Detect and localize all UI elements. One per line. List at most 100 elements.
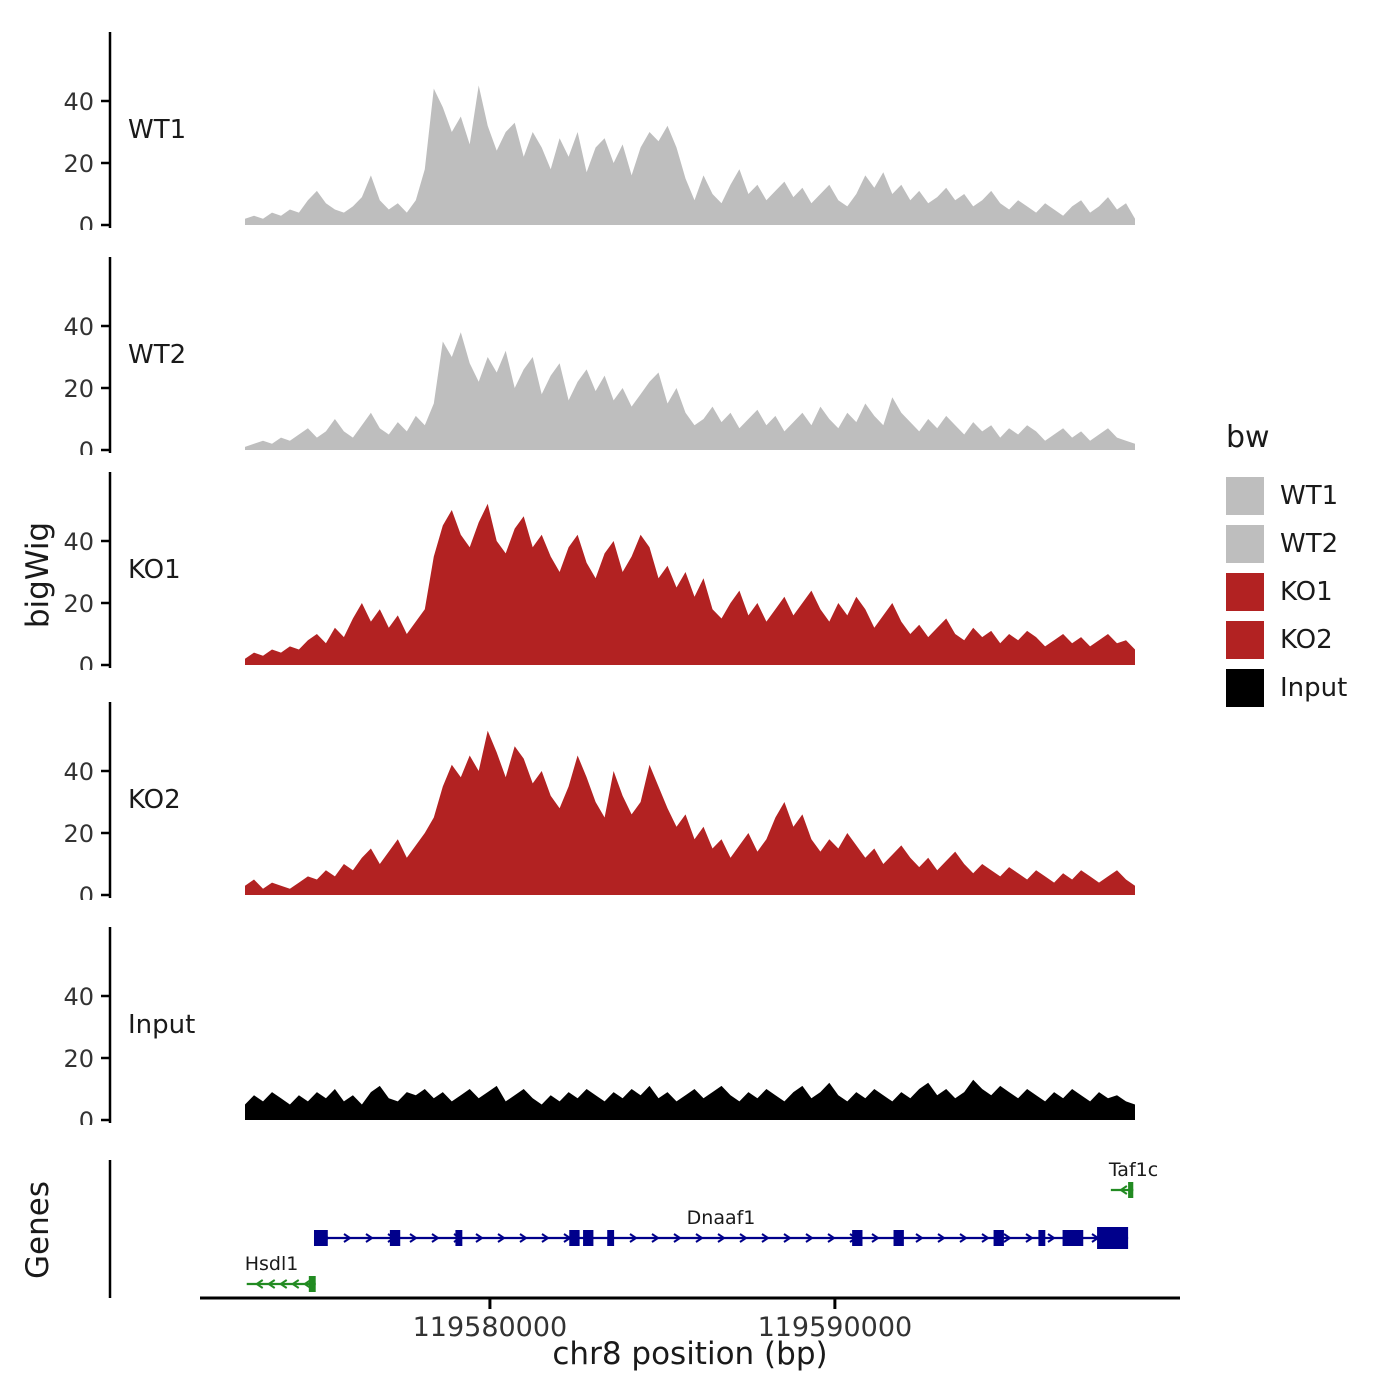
legend-label: WT1 — [1280, 481, 1339, 511]
y-tick-label: 0 — [79, 882, 94, 900]
strand-arrow-icon — [266, 1279, 276, 1289]
y-tick-label: 20 — [63, 590, 94, 618]
x-axis-svg: 119580000 119590000 — [200, 1296, 1180, 1343]
legend-title: bw — [1226, 420, 1270, 455]
gene-label: Taf1c — [1108, 1159, 1158, 1181]
coverage-area-Input — [245, 1079, 1135, 1120]
legend-swatch — [1226, 669, 1264, 707]
coverage-area-KO1 — [245, 503, 1135, 665]
track-label: Input — [128, 1010, 195, 1040]
y-tick-label: 20 — [63, 1045, 94, 1073]
strand-arrow-icon — [695, 1233, 704, 1243]
legend: bw WT1 WT2 KO1 KO2 Input — [1226, 420, 1347, 717]
strand-arrow-icon — [651, 1233, 660, 1243]
strand-arrow-icon — [915, 1233, 924, 1243]
track-KO2: 0 20 40 KO2 — [63, 702, 1135, 900]
strand-arrow-icon — [278, 1279, 288, 1289]
genes-track: Dnaaf1 Taf1c Hsdl1 — [108, 1159, 1158, 1298]
legend-item: KO1 — [1226, 573, 1347, 611]
y-tick-label: 0 — [79, 1107, 94, 1125]
track-label: WT2 — [128, 340, 186, 370]
strand-arrow-icon — [805, 1233, 814, 1243]
x-tick-label: 119590000 — [758, 1312, 913, 1343]
x-axis-title: chr8 position (bp) — [552, 1336, 828, 1372]
exon — [993, 1230, 1004, 1246]
strand-arrow-icon — [302, 1279, 312, 1289]
strand-arrow-icon — [1003, 1233, 1012, 1243]
strand-arrow-icon — [290, 1279, 300, 1289]
track-WT1: 0 20 40 WT1 — [63, 32, 1135, 230]
strand-arrow-icon — [1025, 1233, 1034, 1243]
track-WT2: 0 20 40 WT2 — [63, 257, 1135, 455]
legend-swatch — [1226, 621, 1264, 659]
gene-label: Dnaaf1 — [687, 1207, 756, 1229]
y-tick-label: 40 — [63, 313, 94, 341]
coverage-area-WT2 — [245, 332, 1135, 450]
legend-label: Input — [1280, 673, 1348, 703]
exon — [607, 1230, 615, 1246]
strand-arrow-icon — [409, 1233, 418, 1243]
legend-item: KO2 — [1226, 621, 1347, 659]
strand-arrow-icon — [343, 1233, 352, 1243]
strand-arrow-icon — [629, 1233, 638, 1243]
exon — [852, 1230, 863, 1246]
strand-arrow-icon — [827, 1233, 836, 1243]
y-tick-label: 0 — [79, 212, 94, 230]
exon — [583, 1230, 594, 1246]
strand-arrow-icon — [761, 1233, 770, 1243]
track-Input: 0 20 40 Input — [63, 927, 1135, 1125]
y-tick-label: 20 — [63, 150, 94, 178]
strand-arrow-icon — [254, 1279, 264, 1289]
strand-arrow-icon — [519, 1233, 528, 1243]
y-tick-label: 40 — [63, 528, 94, 556]
exon — [569, 1230, 580, 1246]
y-tick-label: 0 — [79, 437, 94, 455]
legend-item: WT2 — [1226, 525, 1347, 563]
legend-items: WT1 WT2 KO1 KO2 Input — [1226, 477, 1347, 707]
coverage-area-WT1 — [245, 85, 1135, 225]
coverage-area-KO2 — [245, 730, 1135, 895]
x-tick-label: 119580000 — [413, 1312, 568, 1343]
legend-item: Input — [1226, 669, 1347, 707]
track-label: KO1 — [128, 555, 181, 585]
y-tick-label: 40 — [63, 983, 94, 1011]
strand-arrow-icon — [981, 1233, 990, 1243]
strand-arrow-icon — [1119, 1185, 1128, 1195]
strand-arrow-icon — [717, 1233, 726, 1243]
strand-arrow-icon — [959, 1233, 968, 1243]
legend-label: KO2 — [1280, 625, 1333, 655]
strand-arrow-icon — [739, 1233, 748, 1243]
legend-item: WT1 — [1226, 477, 1347, 515]
exon — [1062, 1230, 1084, 1246]
strand-arrow-icon — [497, 1233, 506, 1243]
y-tick-label: 0 — [79, 652, 94, 670]
y-tick-label: 40 — [63, 758, 94, 786]
legend-swatch — [1226, 477, 1264, 515]
legend-swatch — [1226, 573, 1264, 611]
track-label: KO2 — [128, 785, 181, 815]
exon — [1128, 1182, 1134, 1198]
strand-arrow-icon — [673, 1233, 682, 1243]
track-KO1: 0 20 40 KO1 — [63, 472, 1135, 670]
strand-arrow-icon — [365, 1233, 374, 1243]
strand-arrow-icon — [871, 1233, 880, 1243]
gene-label: Hsdl1 — [245, 1253, 299, 1275]
legend-swatch — [1226, 525, 1264, 563]
exon — [893, 1230, 904, 1246]
strand-arrow-icon — [541, 1233, 550, 1243]
y-tick-label: 40 — [63, 88, 94, 116]
y-tick-label: 20 — [63, 375, 94, 403]
exon — [389, 1230, 401, 1246]
track-label: WT1 — [128, 115, 186, 145]
strand-arrow-icon — [475, 1233, 484, 1243]
exon — [308, 1276, 316, 1292]
strand-arrow-icon — [1047, 1233, 1056, 1243]
strand-arrow-icon — [783, 1233, 792, 1243]
strand-arrow-icon — [431, 1233, 440, 1243]
strand-arrow-icon — [937, 1233, 946, 1243]
y-tick-label: 20 — [63, 820, 94, 848]
exon-thick — [1097, 1227, 1129, 1249]
legend-label: WT2 — [1280, 529, 1339, 559]
legend-label: KO1 — [1280, 577, 1333, 607]
